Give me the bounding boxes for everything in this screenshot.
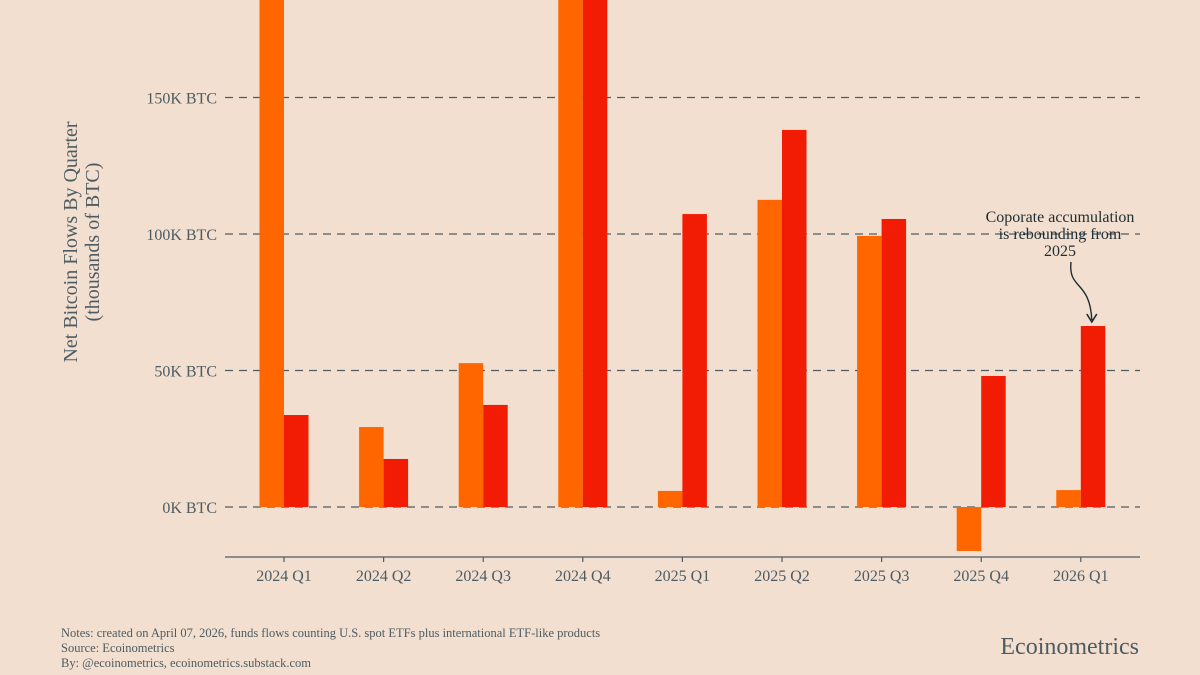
notes-text: Notes: created on April 07, 2026, funds … [61,626,601,640]
y-axis-title: Net Bitcoin Flows By Quarter [60,121,82,363]
y-axis-subtitle: (thousands of BTC) [82,162,104,322]
bar-series-2 [682,214,707,508]
byline-text: By: @ecoinometrics, ecoinometrics.substa… [61,656,311,670]
y-tick-label: 0K BTC [162,500,217,517]
x-tick-label: 2024 Q1 [256,568,312,585]
x-tick-label: 2025 Q1 [655,568,711,585]
bar-series-1 [558,0,583,508]
footer-notes: Notes: created on April 07, 2026, funds … [61,626,600,671]
bar-series-1 [657,490,683,508]
bar-series-1 [1056,490,1081,508]
annotation-text: Coporate accumulation [986,209,1135,226]
x-tick-label: 2024 Q2 [356,568,412,585]
bar-series-2 [782,129,807,508]
x-tick-label: 2025 Q3 [854,568,910,585]
annotation-text: is rebounding from [999,226,1122,243]
x-tick-label: 2025 Q4 [953,568,1009,585]
annotation-arrow [1070,261,1093,321]
bar-series-2 [284,415,309,508]
brand-logo-text: Ecoinometrics [1000,634,1139,660]
y-axis-label: Net Bitcoin Flows By Quarter (thousands … [60,121,104,362]
x-tick-label: 2026 Q1 [1053,568,1109,585]
y-tick-label: 50K BTC [154,364,217,381]
bar-series-2 [1080,326,1106,508]
bar-series-1 [359,427,384,508]
annotation-text: 2025 [1044,243,1076,260]
bar-series-1 [956,507,982,551]
bar-series-1 [757,199,782,508]
x-tick-label: 2024 Q3 [455,568,511,585]
y-tick-label: 100K BTC [146,227,217,244]
bar-series-2 [383,458,409,508]
x-tick-label: 2024 Q4 [555,568,611,585]
arrow-head-icon [1086,313,1098,324]
bar-series-2 [483,404,508,508]
y-tick-label: 150K BTC [146,90,217,107]
bar-series-2 [881,218,907,508]
bar-series-1 [458,363,484,508]
bar-series-1 [259,0,284,508]
bar-series-2 [981,375,1006,508]
bar-series-1 [857,235,882,508]
x-tick-label: 2025 Q2 [754,568,810,585]
bar-series-2 [582,0,608,508]
source-text: Source: Ecoinometrics [61,641,175,655]
